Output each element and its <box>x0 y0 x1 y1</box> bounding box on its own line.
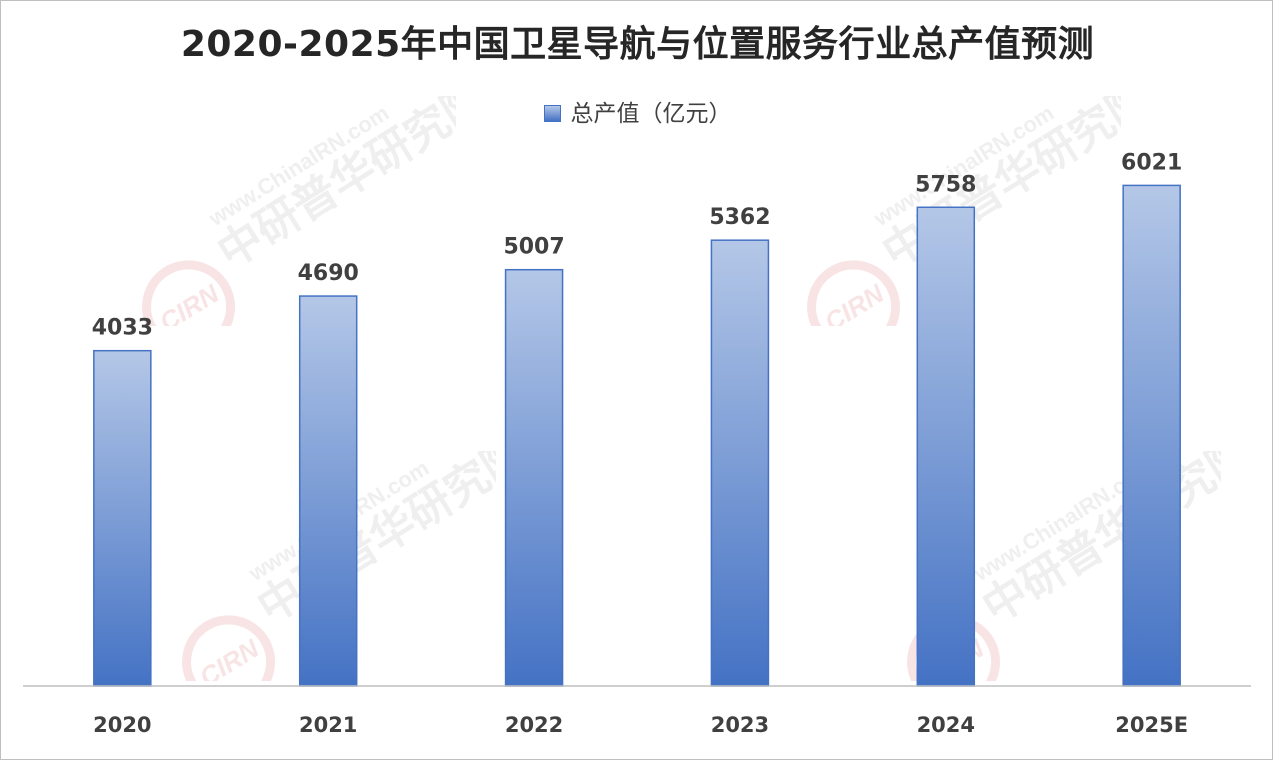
x-tick-label-2020: 2020 <box>93 713 151 737</box>
bar-2024 <box>916 206 976 687</box>
legend-label: 总产值（亿元） <box>570 101 732 127</box>
data-label-2021: 4690 <box>298 261 359 286</box>
data-label-2023: 5362 <box>709 205 770 230</box>
legend-swatch <box>543 105 561 122</box>
bar-2021 <box>298 295 358 687</box>
data-label-2020: 4033 <box>92 316 153 341</box>
x-tick-label-2024: 2024 <box>917 713 975 737</box>
data-label-2025E: 6021 <box>1121 150 1182 175</box>
x-tick-label-2021: 2021 <box>299 713 357 737</box>
x-tick-label-2022: 2022 <box>505 713 563 737</box>
legend: 总产值（亿元） <box>1 94 1273 128</box>
x-tick-label-2025E: 2025E <box>1115 713 1188 737</box>
bar-2022 <box>504 268 564 687</box>
bar-2023 <box>710 239 770 687</box>
bar-2020 <box>93 349 152 687</box>
x-tick-label-2023: 2023 <box>711 713 769 737</box>
data-label-2024: 5758 <box>915 172 976 197</box>
chart-title: 2020-2025年中国卫星导航与位置服务行业总产值预测 <box>180 24 1095 65</box>
bar-2025E <box>1122 184 1181 687</box>
data-label-2022: 5007 <box>503 235 564 260</box>
